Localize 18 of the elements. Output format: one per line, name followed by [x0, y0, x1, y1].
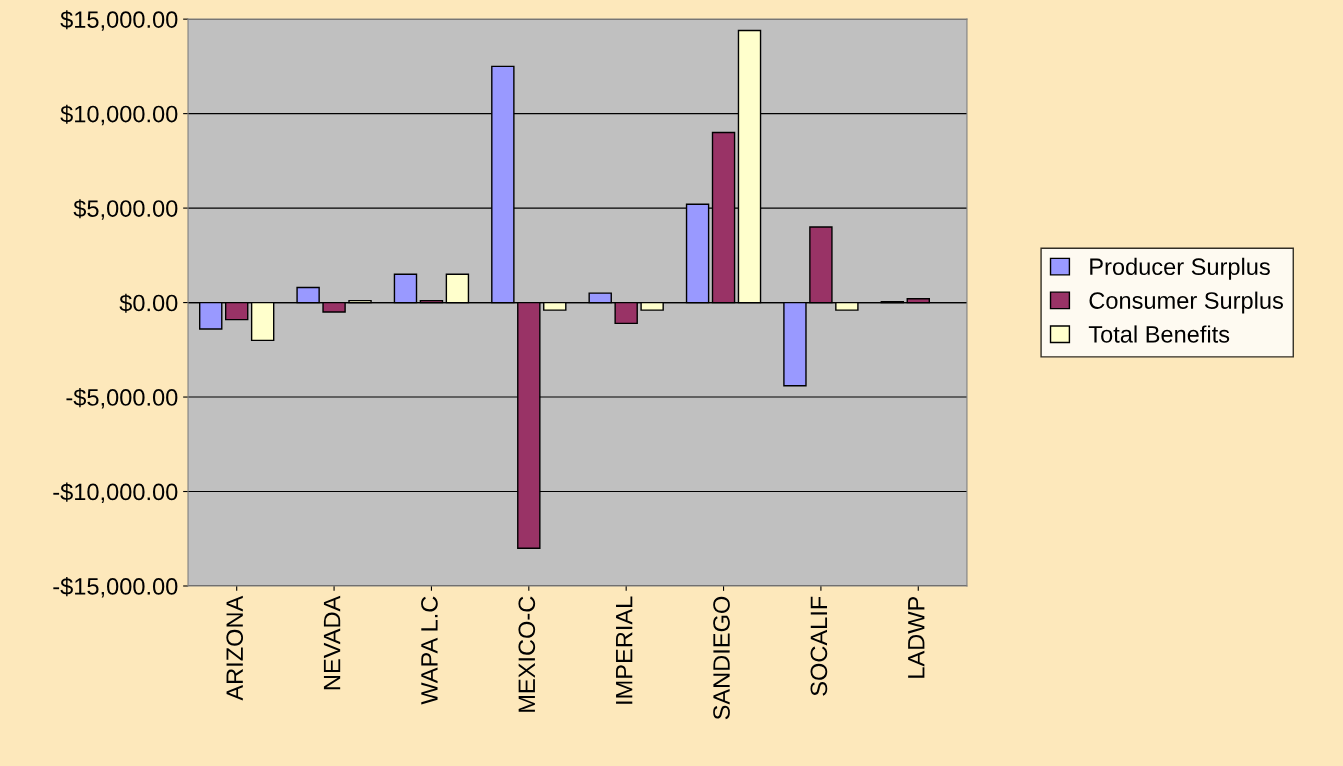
x-tick-label: WAPA L.C [421, 596, 438, 705]
x-tick-label: SANDIEGO [713, 596, 730, 720]
x-tick-label: ARIZONA [226, 595, 244, 701]
y-tick-label: $0.00 [119, 293, 178, 313]
legend-label: Producer Surplus [1090, 257, 1270, 280]
x-tick-label: LADWP [908, 596, 925, 678]
y-tick-label: $10,000.00 [60, 104, 178, 126]
legend-label: Consumer Surplus [1089, 291, 1283, 314]
x-tick-label: MEXICO-C [518, 596, 536, 712]
x-tick-label: SOCALIF [810, 596, 828, 696]
y-tick-label: -$10,000.00 [53, 482, 178, 504]
y-tick-label: $15,000.00 [60, 10, 178, 31]
x-tick-label: IMPERIAL [616, 596, 633, 704]
y-tick-label: -$5,000.00 [66, 388, 178, 409]
y-tick-label: -$15,000.00 [53, 577, 178, 598]
x-tick-label: NEVADA [323, 595, 341, 690]
legend-label: Total Benefits [1088, 325, 1230, 343]
y-tick-label: $5,000.00 [73, 199, 178, 220]
